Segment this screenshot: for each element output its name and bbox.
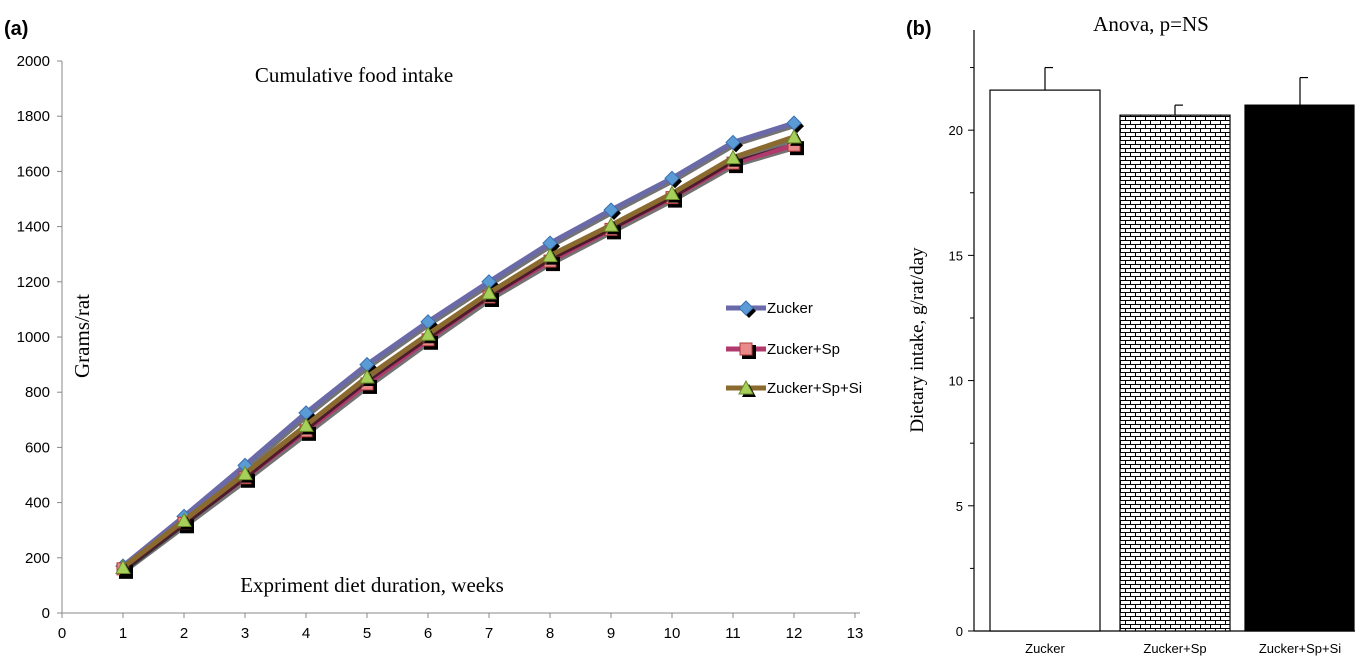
chart-b-title: Anova, p=NS — [1093, 12, 1209, 36]
chart-a-point — [237, 465, 253, 481]
chart-a-x-tick-label: 0 — [58, 625, 66, 642]
chart-b-y-tick-label: 15 — [949, 248, 963, 263]
chart-a-y-tick-label: 0 — [42, 605, 50, 622]
panel-label-b: (b) — [906, 18, 932, 40]
chart-a-line — [121, 120, 795, 569]
chart-a-x-tick-label: 3 — [241, 625, 249, 642]
chart-a-x-tick-label: 4 — [302, 625, 310, 642]
chart-a-x-tick-label: 12 — [786, 625, 803, 642]
chart-a-point — [420, 326, 436, 341]
chart-a-line-shadow — [123, 144, 797, 573]
chart-a-point — [481, 284, 497, 300]
legend-marker — [739, 342, 753, 356]
chart-b-x-tick-label: Zucker+Sp — [1143, 641, 1206, 656]
chart-a-series-2 — [116, 138, 804, 579]
chart-b-y-tick-label: 5 — [956, 499, 963, 514]
legend-marker — [738, 379, 754, 395]
chart-a-point — [664, 170, 680, 187]
chart-a-x-tick-label: 10 — [664, 625, 681, 642]
chart-a-point — [664, 185, 680, 200]
chart-b-bar — [1244, 104, 1355, 632]
chart-a-point — [115, 559, 131, 574]
chart-a-x-tick-label: 5 — [363, 625, 371, 642]
chart-a-point — [359, 368, 375, 384]
chart-b-y-tick-label: 0 — [956, 624, 963, 639]
chart-a-y-tick-label: 1800 — [17, 108, 50, 125]
chart-a-y-tick-label: 400 — [25, 495, 50, 512]
chart-a-ylabel: Grams/rat — [70, 294, 94, 378]
chart-a-title: Cumulative food intake — [255, 63, 453, 87]
chart-a-y-tick-label: 1400 — [17, 219, 50, 236]
chart-b-bar — [1119, 114, 1231, 632]
chart-a-line-shadow — [123, 122, 797, 571]
chart-a-x-tick-label: 13 — [847, 625, 864, 642]
chart-b-x-tick-label: Zucker+Sp+Si — [1259, 641, 1341, 656]
chart-b-x-tick-label: Zucker — [1025, 641, 1065, 656]
chart-a-point — [725, 149, 741, 165]
chart-a-x-tick-label: 6 — [424, 625, 432, 642]
legend-marker — [738, 300, 754, 316]
chart-a-x-tick-label: 1 — [119, 625, 127, 642]
legend-label: Zucker+Sp — [767, 341, 840, 358]
chart-a-y-tick-label: 1000 — [17, 329, 50, 346]
chart-a-line — [121, 134, 795, 570]
chart-a-y-tick-label: 200 — [25, 550, 50, 567]
chart-a-line-shadow — [123, 136, 797, 572]
chart-a-x-tick-label: 8 — [546, 625, 554, 642]
chart-a-y-tick-label: 1200 — [17, 274, 50, 291]
chart-a: (a) Cumulative food intake Expriment die… — [4, 18, 863, 642]
chart-a-series-3 — [115, 128, 804, 577]
chart-a-y-tick-label: 1600 — [17, 163, 50, 180]
chart-a-point — [725, 134, 741, 151]
chart-a-x-tick-label: 11 — [725, 625, 741, 642]
chart-a-x-tick-label: 7 — [485, 625, 493, 642]
chart-a-x-tick-label: 2 — [180, 625, 188, 642]
chart-a-line — [121, 142, 795, 571]
chart-a-point — [603, 217, 619, 232]
chart-a-y-tick-label: 2000 — [17, 53, 50, 70]
chart-b-y-tick-label: 20 — [949, 123, 963, 138]
chart-a-xlabel: Expriment diet duration, weeks — [240, 573, 504, 597]
legend-label: Zucker — [767, 300, 813, 317]
chart-a-point — [298, 417, 314, 432]
chart-a-point — [542, 247, 558, 263]
chart-a-point — [786, 128, 802, 144]
chart-b-y-tick-label: 10 — [949, 374, 963, 389]
chart-a-x-tick-label: 9 — [607, 625, 615, 642]
chart-a-point — [176, 512, 192, 528]
chart-a-point — [603, 202, 619, 218]
chart-a-legend: Zucker Zucker+Sp Zucker+Sp+Si — [726, 300, 862, 397]
chart-b: (b) Anova, p=NS Dietary intake, g/rat/da… — [906, 12, 1355, 656]
legend-label: Zucker+Sp+Si — [767, 380, 862, 397]
chart-b-bar — [989, 89, 1101, 632]
chart-a-y-tick-label: 800 — [25, 384, 50, 401]
chart-b-ylabel: Dietary intake, g/rat/day — [907, 247, 928, 433]
chart-a-y-tick-label: 600 — [25, 439, 50, 456]
panel-label-a: (a) — [4, 18, 28, 40]
